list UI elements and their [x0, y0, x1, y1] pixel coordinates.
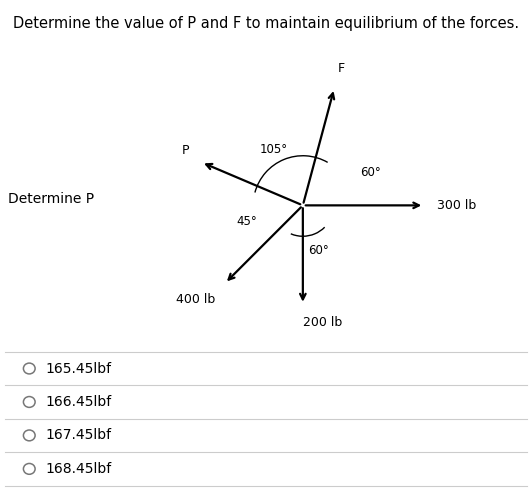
Text: 45°: 45° — [237, 215, 257, 228]
Text: 168.45lbf: 168.45lbf — [45, 462, 112, 476]
Text: 300 lb: 300 lb — [437, 199, 477, 212]
Text: 200 lb: 200 lb — [303, 316, 342, 329]
Text: 167.45lbf: 167.45lbf — [45, 429, 111, 442]
Text: 60°: 60° — [308, 244, 329, 257]
Text: 165.45lbf: 165.45lbf — [45, 362, 111, 375]
Text: 166.45lbf: 166.45lbf — [45, 395, 112, 409]
Text: P: P — [181, 144, 189, 157]
Text: Determine the value of P and F to maintain equilibrium of the forces.: Determine the value of P and F to mainta… — [13, 16, 519, 31]
Text: Determine P: Determine P — [8, 192, 94, 206]
Text: 105°: 105° — [259, 143, 287, 156]
Text: F: F — [338, 62, 345, 75]
Text: 60°: 60° — [360, 166, 381, 179]
Text: 400 lb: 400 lb — [176, 293, 215, 306]
